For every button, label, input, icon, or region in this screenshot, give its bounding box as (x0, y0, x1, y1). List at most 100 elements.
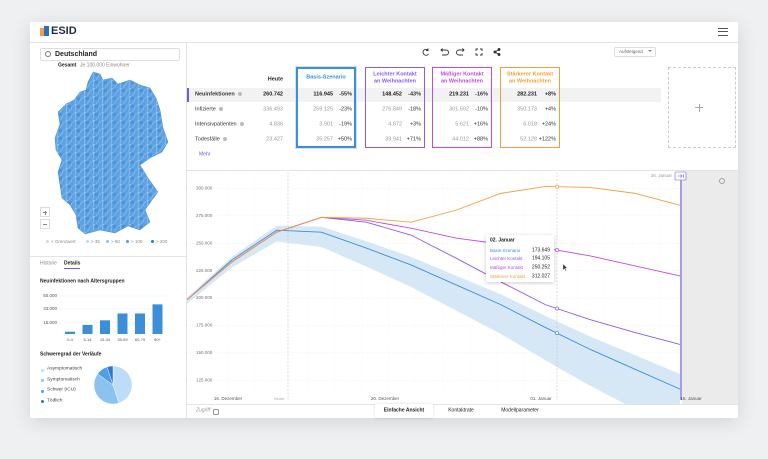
logo-icon (44, 26, 49, 36)
scenario-change: -19% (339, 121, 352, 128)
today-value: 23.427 (266, 136, 283, 143)
top-divider (187, 170, 738, 171)
tooltip (486, 235, 554, 282)
toolbar (422, 48, 501, 56)
legend-swatch (106, 240, 109, 243)
view-tab[interactable]: Kontaktrate (448, 407, 474, 414)
tab[interactable]: Je 100.000 Einwohner (80, 62, 130, 69)
info-icon[interactable] (218, 107, 223, 112)
bar (65, 331, 75, 334)
bar (135, 313, 145, 334)
germany-map[interactable] (35, 66, 185, 242)
scenario-name[interactable]: Leichter Kontakt an Weihnachten (373, 71, 417, 84)
y-tick-label: 33.000 (43, 306, 57, 311)
scenario-card (296, 67, 356, 148)
scenario-change: +8% (544, 91, 556, 98)
legend-swatch (151, 240, 154, 243)
legend-swatch (41, 368, 44, 372)
search-text[interactable]: Deutschland (55, 51, 98, 58)
y-tick-label: 150.000 (196, 350, 213, 355)
today-value: 260.742 (263, 91, 283, 98)
scenario-change: +4% (544, 106, 556, 113)
row-label: Neuinfektionen (195, 92, 242, 98)
redo-icon[interactable] (456, 48, 465, 56)
x-tick-label: 16. Dezember (214, 396, 243, 401)
row-label: Todesfälle (195, 137, 227, 143)
bar (152, 304, 163, 334)
tooltip-name: Leichter Kontakt (490, 256, 523, 262)
scenario-value: 35.257 (316, 136, 333, 143)
hover-dot (555, 248, 559, 253)
scenario-change: +88% (473, 136, 488, 143)
confidence-band (187, 225, 680, 404)
age-chart: 50.000 33.000 15.000 0-4 5-14 15-34 35-59 60-79… (43, 293, 165, 342)
today-value: 336.493 (263, 106, 283, 113)
tooltip-value: 194.105 (531, 255, 550, 262)
scenario-value: 282.231 (517, 91, 537, 98)
bar (82, 324, 93, 334)
y-tick-label: 225.000 (196, 268, 213, 273)
info-icon[interactable] (237, 92, 242, 97)
scenario-change: +50% (337, 136, 352, 143)
info-icon[interactable] (239, 122, 244, 127)
x-tick-label: 5-14 (83, 337, 92, 342)
fullscreen-icon[interactable] (475, 48, 483, 56)
bar (100, 320, 110, 334)
undo-icon[interactable] (440, 48, 449, 56)
x-tick-label: 0-4 (67, 337, 74, 342)
today-value: 4.836 (269, 121, 283, 128)
legend-swatch (126, 240, 129, 243)
legend-label: > 35 (91, 238, 100, 244)
sort-label[interactable]: Aufsteigend (619, 48, 643, 54)
chart-title: Neuinfektionen nach Altersgruppen (40, 278, 125, 285)
legend-swatch (41, 389, 44, 393)
scenario-change: +24% (541, 121, 556, 128)
add-icon (698, 103, 700, 112)
column-header: Heute (267, 76, 283, 83)
scenario-line (187, 229, 681, 390)
pie-slice (106, 365, 114, 386)
x-tick-label: Heute (274, 396, 285, 401)
map-shape[interactable] (54, 71, 169, 235)
scenario-name[interactable]: Basis-Szenario (306, 74, 346, 81)
tab-underline (64, 268, 80, 269)
scenario-change: +3% (409, 121, 421, 128)
zoom-in[interactable] (40, 207, 50, 217)
scenario-change: +16% (473, 121, 488, 128)
sort-dropdown[interactable] (614, 47, 656, 57)
access-label[interactable]: Zugriff (196, 407, 211, 414)
y-tick-label: 175.000 (196, 323, 213, 328)
search-box[interactable] (40, 48, 180, 61)
tooltip-name: Stärkerer Kontakt (490, 273, 526, 279)
tab[interactable]: Gesamt (58, 62, 77, 69)
y-tick-label: 200.000 (196, 295, 213, 300)
legend-label: Symptomatisch (47, 377, 80, 383)
scenario-value: 52.128 (520, 136, 537, 143)
scenario-value: 116.945 (313, 91, 333, 98)
logo-icon (40, 28, 44, 36)
x-tick-label: 15-34 (100, 337, 111, 342)
x-tick-label: 35-59 (117, 337, 128, 342)
settings-icon[interactable] (719, 178, 725, 184)
tab[interactable]: Details (64, 260, 81, 267)
more-link[interactable]: Mehr (199, 151, 211, 158)
scenario-value: 39.941 (385, 136, 402, 143)
add-scenario[interactable] (668, 67, 736, 148)
view-tab[interactable]: Einfache Ansicht (383, 407, 425, 414)
y-tick-label: 50.000 (43, 293, 57, 298)
scenario-card (500, 67, 560, 148)
tab[interactable]: Historie (40, 260, 57, 267)
scenario-value: 6.018 (523, 121, 537, 128)
scenario-value: 5.621 (455, 121, 469, 128)
pie-slice (112, 365, 133, 404)
zoom-out[interactable] (40, 219, 50, 229)
refresh-icon[interactable] (422, 48, 429, 56)
hover-dot (555, 184, 559, 189)
legend-swatch (46, 240, 49, 243)
view-tab[interactable]: Modellparameter (501, 407, 539, 414)
scenario-name[interactable]: Mäßiger Kontakt an Weihnachten (440, 71, 484, 84)
future-area (682, 171, 738, 404)
scenario-name[interactable]: Stärkerer Kontakt an Weihnachten (506, 71, 554, 84)
info-icon[interactable] (222, 137, 227, 142)
menu-button[interactable] (718, 28, 728, 36)
